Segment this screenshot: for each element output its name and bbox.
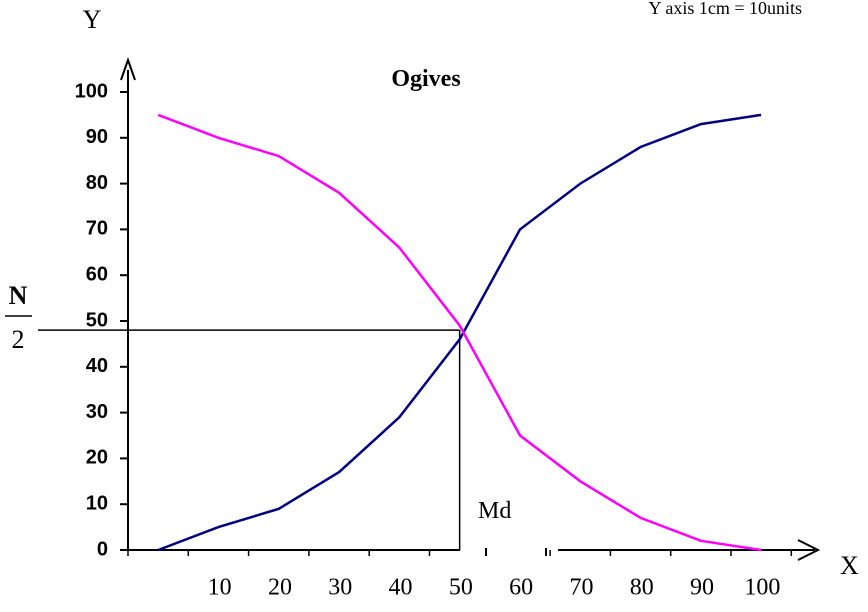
- y-axis-label: Y: [83, 5, 102, 34]
- chart-title: Ogives: [391, 66, 460, 92]
- y-tick-label: 60: [86, 263, 108, 285]
- x-axis-arrowhead: [797, 539, 821, 561]
- y-tick-label: 20: [86, 447, 108, 469]
- y-tick-label: 0: [97, 538, 108, 560]
- n-over-2-numerator: N: [9, 281, 28, 310]
- y-ticks: [120, 91, 128, 551]
- median-label: Md: [478, 498, 511, 524]
- x-tick-label: 90: [690, 575, 714, 601]
- y-tick-label: 100: [75, 80, 108, 102]
- x-axis-label: X: [840, 551, 859, 580]
- y-tick-label: 40: [86, 355, 108, 377]
- y-tick-label: 80: [86, 172, 108, 194]
- less-than-ogive-line: [157, 113, 762, 552]
- x-tick-label: 80: [630, 575, 654, 601]
- x-tick-label: 60: [509, 575, 533, 601]
- x-tick-label: 70: [569, 575, 593, 601]
- y-tick-label: 10: [86, 492, 108, 514]
- scale-note: Y axis 1cm = 10units: [649, 0, 802, 18]
- y-axis-arrowhead: [120, 56, 136, 81]
- x-tick-label: 20: [268, 575, 292, 601]
- y-tick-label: 50: [86, 309, 108, 331]
- x-tick-label: 40: [389, 575, 413, 601]
- more-than-ogive-line: [157, 113, 762, 552]
- axes: [120, 56, 821, 561]
- x-tick-label: 30: [328, 575, 352, 601]
- x-tick-label: 100: [744, 575, 780, 601]
- y-tick-label: 30: [86, 401, 108, 423]
- n-over-2-denominator: 2: [12, 325, 25, 354]
- y-tick-label: 90: [86, 126, 108, 148]
- x-tick-labels: 10 20 30 40 50 60 70 80 90 100: [208, 575, 781, 601]
- y-tick-labels: 0 10 20 30 40 50 60 70 80 90 100: [75, 80, 108, 560]
- x-ticks: [127, 550, 793, 556]
- x-tick-label: 10: [208, 575, 232, 601]
- x-tick-label: 50: [449, 575, 473, 601]
- y-tick-label: 70: [86, 218, 108, 240]
